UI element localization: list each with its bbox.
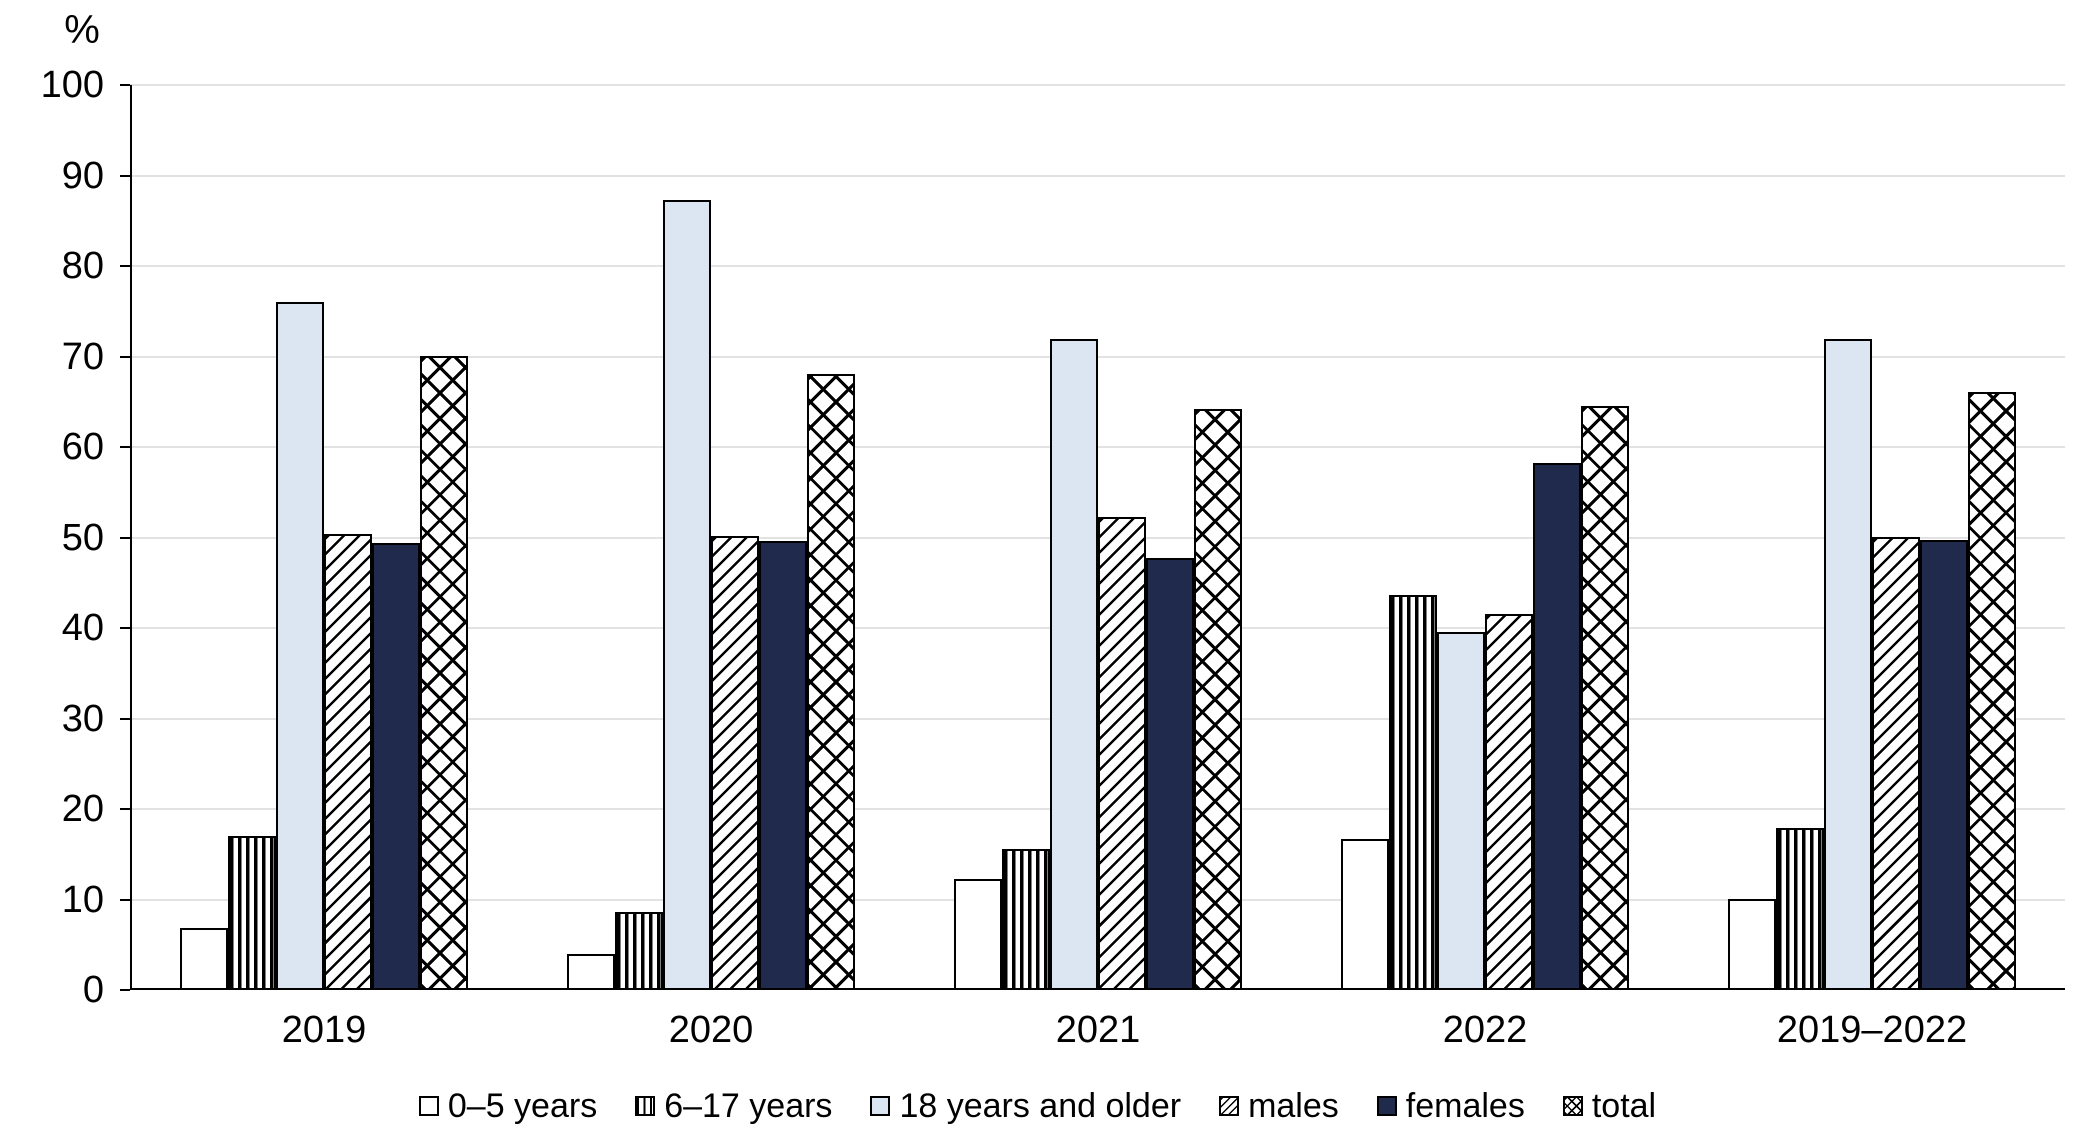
gridline-90 bbox=[130, 174, 2065, 177]
bar-6–17 years-2019 bbox=[228, 836, 276, 990]
bar-0–5 years-2019–2022 bbox=[1728, 899, 1776, 990]
bar-18 years and older-2019–2022 bbox=[1824, 339, 1872, 990]
legend-label: total bbox=[1591, 1087, 1657, 1125]
bar-females-2021 bbox=[1146, 558, 1194, 990]
bar-6–17 years-2022 bbox=[1389, 595, 1437, 990]
x-axis-label-2019–2022: 2019–2022 bbox=[1776, 1009, 1968, 1051]
bar-6–17 years-2020 bbox=[615, 912, 663, 990]
bar-6–17 years-2021 bbox=[1002, 849, 1050, 990]
bar-0–5 years-2019 bbox=[180, 928, 228, 990]
bar-18 years and older-2021 bbox=[1050, 339, 1098, 990]
y-tick-label-50: 50 bbox=[61, 516, 104, 559]
y-tick-label-60: 60 bbox=[61, 426, 104, 468]
x-axis-label-2020: 2020 bbox=[668, 1009, 754, 1051]
bar-18 years and older-2020 bbox=[663, 200, 711, 990]
x-axis-label-2019: 2019 bbox=[281, 1009, 367, 1051]
bar-total-2020 bbox=[807, 374, 855, 990]
bar-females-2020 bbox=[759, 541, 807, 990]
bar-18 years and older-2022 bbox=[1437, 632, 1485, 990]
bar-males-2019 bbox=[324, 534, 372, 990]
y-tick-label-100: 100 bbox=[40, 64, 104, 106]
y-tick-label-90: 90 bbox=[61, 154, 104, 197]
legend-marker-solid-navy-icon bbox=[1376, 1096, 1397, 1116]
legend-label: 6–17 years bbox=[664, 1087, 833, 1125]
bar-0–5 years-2020 bbox=[567, 954, 615, 990]
legend-item-vertical-stripes: 6–17 years bbox=[635, 1086, 832, 1126]
y-tick-50 bbox=[120, 536, 130, 539]
y-tick-label-70: 70 bbox=[61, 335, 104, 378]
chart-legend: 0–5 years 6–17 years 18 years and older mal… bbox=[0, 1086, 2075, 1126]
legend-item-diagonal-crosshatch: total bbox=[1562, 1086, 1657, 1126]
bar-total-2022 bbox=[1581, 406, 1629, 990]
y-tick-30 bbox=[120, 717, 130, 720]
y-tick-70 bbox=[120, 355, 130, 358]
bar-0–5 years-2022 bbox=[1341, 839, 1389, 990]
y-tick-label-0: 0 bbox=[82, 969, 104, 1011]
y-tick-10 bbox=[120, 898, 130, 901]
bar-total-2021 bbox=[1194, 409, 1242, 990]
legend-label: 0–5 years bbox=[447, 1087, 598, 1125]
legend-marker-diagonal-stripes-icon bbox=[1219, 1096, 1240, 1116]
bar-0–5 years-2021 bbox=[954, 879, 1002, 990]
legend-label: males bbox=[1248, 1087, 1339, 1125]
x-axis-label-2021: 2021 bbox=[1055, 1009, 1141, 1051]
bar-males-2022 bbox=[1485, 614, 1533, 990]
y-tick-100 bbox=[120, 84, 130, 86]
bar-females-2019–2022 bbox=[1920, 540, 1968, 990]
y-tick-80 bbox=[120, 265, 130, 267]
legend-item-diagonal-stripes: males bbox=[1219, 1086, 1339, 1126]
legend-item-solid-lightblue: 18 years and older bbox=[870, 1086, 1181, 1126]
bar-males-2019–2022 bbox=[1872, 537, 1920, 990]
y-tick-label-10: 10 bbox=[61, 878, 104, 921]
bar-females-2022 bbox=[1533, 463, 1581, 990]
y-axis-unit-label: % bbox=[64, 8, 100, 52]
legend-item-plain-white: 0–5 years bbox=[418, 1086, 598, 1126]
bar-18 years and older-2019 bbox=[276, 302, 324, 990]
y-tick-0 bbox=[120, 989, 130, 991]
bar-males-2021 bbox=[1098, 517, 1146, 990]
legend-marker-diagonal-crosshatch-icon bbox=[1562, 1096, 1583, 1116]
bar-total-2019 bbox=[420, 356, 468, 990]
gridline-100 bbox=[130, 84, 2065, 86]
y-tick-60 bbox=[120, 446, 130, 448]
y-tick-label-40: 40 bbox=[61, 607, 104, 649]
legend-marker-vertical-stripes-icon bbox=[635, 1096, 656, 1116]
y-tick-label-20: 20 bbox=[61, 788, 104, 830]
bar-6–17 years-2019–2022 bbox=[1776, 828, 1824, 990]
x-axis-label-2022: 2022 bbox=[1442, 1009, 1528, 1051]
legend-label: 18 years and older bbox=[899, 1087, 1182, 1125]
y-tick-label-80: 80 bbox=[61, 245, 104, 287]
legend-item-solid-navy: females bbox=[1376, 1086, 1525, 1126]
y-tick-40 bbox=[120, 627, 130, 629]
y-tick-90 bbox=[120, 174, 130, 177]
legend-marker-plain-white-icon bbox=[418, 1096, 439, 1116]
legend-label: females bbox=[1405, 1087, 1525, 1125]
y-tick-20 bbox=[120, 808, 130, 810]
bar-total-2019–2022 bbox=[1968, 392, 2016, 990]
bar-males-2020 bbox=[711, 536, 759, 990]
gridline-80 bbox=[130, 265, 2065, 267]
y-tick-label-30: 30 bbox=[61, 697, 104, 740]
legend-marker-solid-lightblue-icon bbox=[870, 1096, 891, 1116]
y-axis-line bbox=[130, 85, 132, 990]
bar-females-2019 bbox=[372, 543, 420, 990]
